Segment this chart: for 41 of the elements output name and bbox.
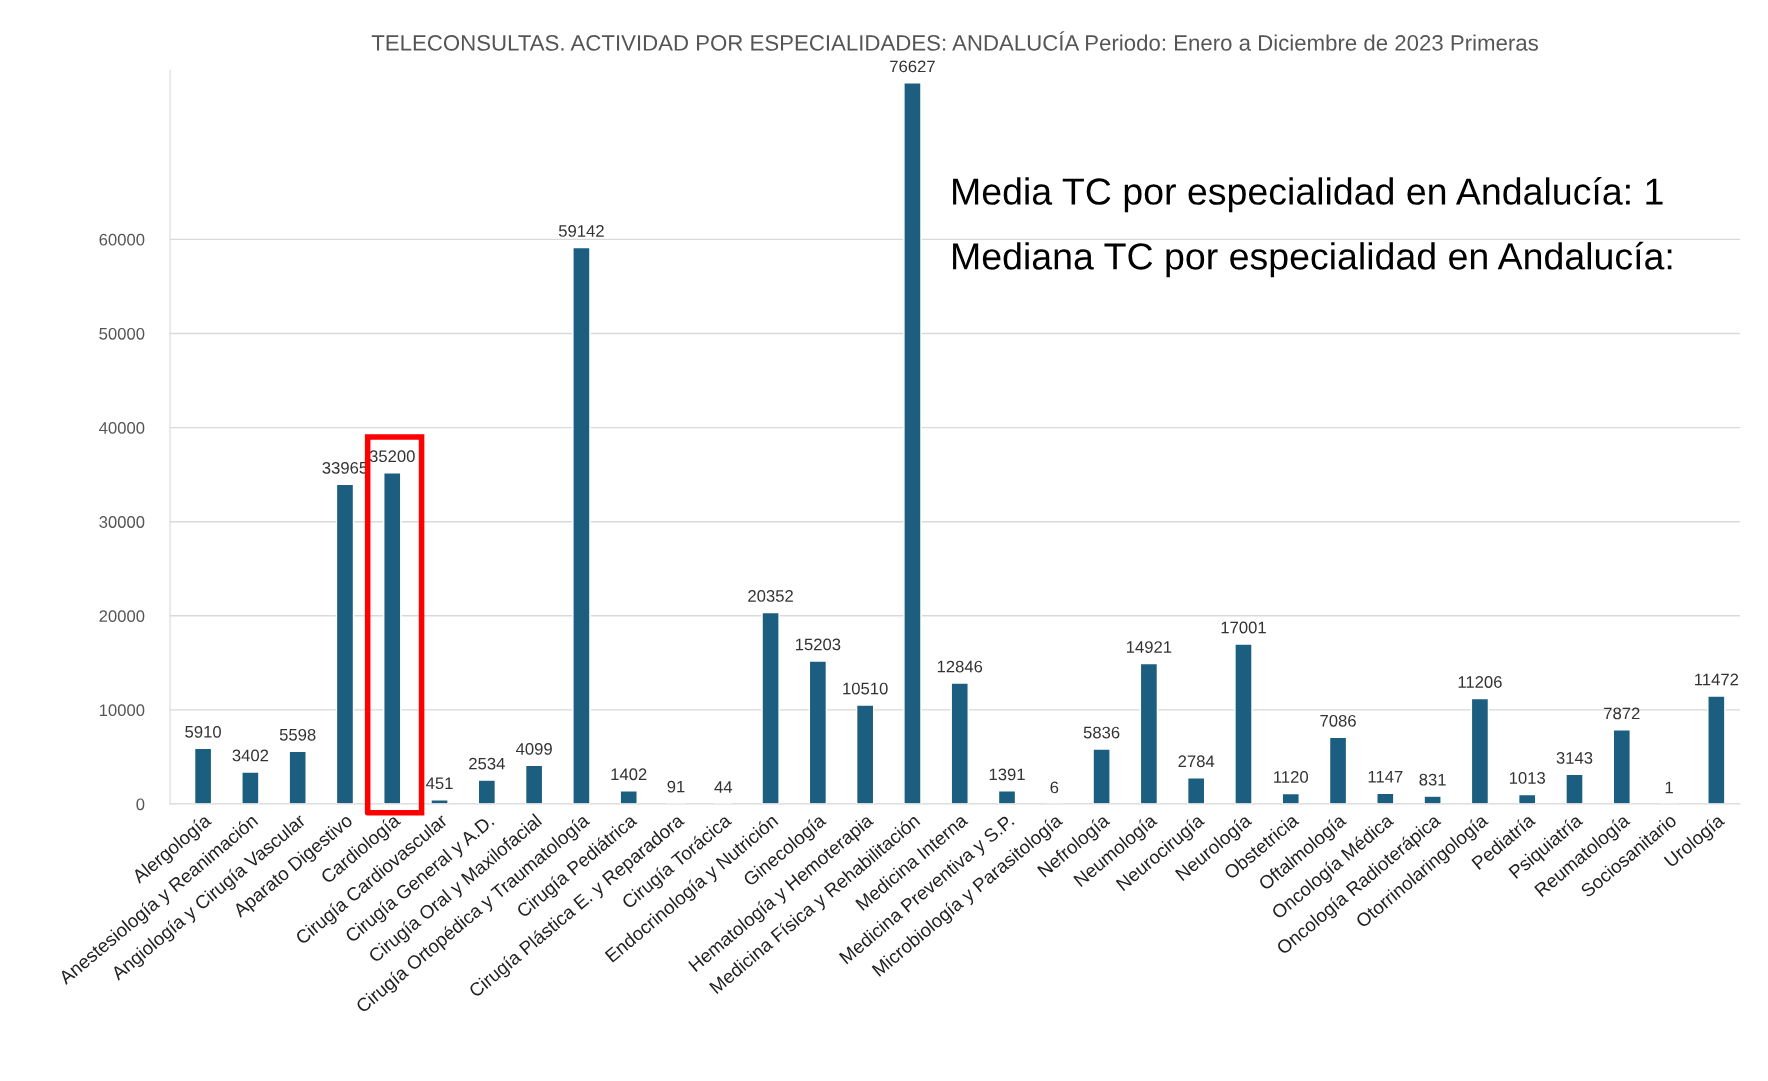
data-label: 3402 bbox=[232, 749, 269, 762]
y-tick-label: 60000 bbox=[99, 233, 145, 246]
data-label: 1402 bbox=[611, 768, 647, 781]
data-label: 1120 bbox=[1274, 771, 1309, 783]
data-label: 4099 bbox=[515, 742, 552, 755]
y-tick-label: 10000 bbox=[99, 704, 145, 717]
y-tick-label: 50000 bbox=[99, 327, 145, 340]
data-label: 5598 bbox=[279, 728, 316, 741]
data-label: 7086 bbox=[1320, 714, 1356, 727]
data-label: 5910 bbox=[185, 725, 221, 738]
annotation: Mediana TC por especialidad en Andalucía: bbox=[953, 241, 1672, 278]
data-label: 1147 bbox=[1368, 770, 1403, 783]
data-label: 10510 bbox=[843, 682, 888, 695]
data-label: 91 bbox=[667, 780, 685, 793]
data-label: 11472 bbox=[1695, 673, 1739, 686]
data-label: 14921 bbox=[1126, 641, 1172, 653]
data-label: 11206 bbox=[1458, 676, 1502, 688]
data-label: 1 bbox=[1665, 781, 1673, 794]
data-label: 831 bbox=[1419, 773, 1446, 786]
data-label: 451 bbox=[426, 777, 453, 790]
data-label: 76627 bbox=[890, 60, 935, 73]
data-label: 44 bbox=[714, 781, 733, 793]
y-tick-label: 30000 bbox=[99, 516, 145, 528]
y-tick-label: 20000 bbox=[99, 610, 145, 622]
data-label: 3143 bbox=[1556, 751, 1593, 764]
data-label: 17001 bbox=[1221, 621, 1266, 634]
annotation: Media TC por especialidad en Andalucía: 1 bbox=[953, 176, 1663, 213]
data-label: 15203 bbox=[795, 638, 841, 651]
y-tick-label: 0 bbox=[136, 798, 145, 811]
data-label: 2784 bbox=[1178, 755, 1215, 768]
data-label: 2534 bbox=[469, 757, 505, 770]
y-tick-label: 40000 bbox=[99, 421, 145, 434]
data-label: 20352 bbox=[748, 590, 793, 602]
data-label: 6 bbox=[1050, 781, 1059, 794]
data-label: 59142 bbox=[558, 225, 604, 237]
data-label: 5836 bbox=[1083, 726, 1120, 739]
data-label: 1013 bbox=[1509, 772, 1546, 784]
chart-title: TELECONSULTAS. ACTIVIDAD POR ESPECIALIDADES: ANDALUCÍA Periodo: Enero a Diciembre de 2023 Primeras bbox=[371, 31, 1538, 51]
data-label: 7872 bbox=[1604, 707, 1640, 720]
data-label: 12846 bbox=[937, 660, 983, 673]
data-label: 1391 bbox=[989, 768, 1025, 781]
